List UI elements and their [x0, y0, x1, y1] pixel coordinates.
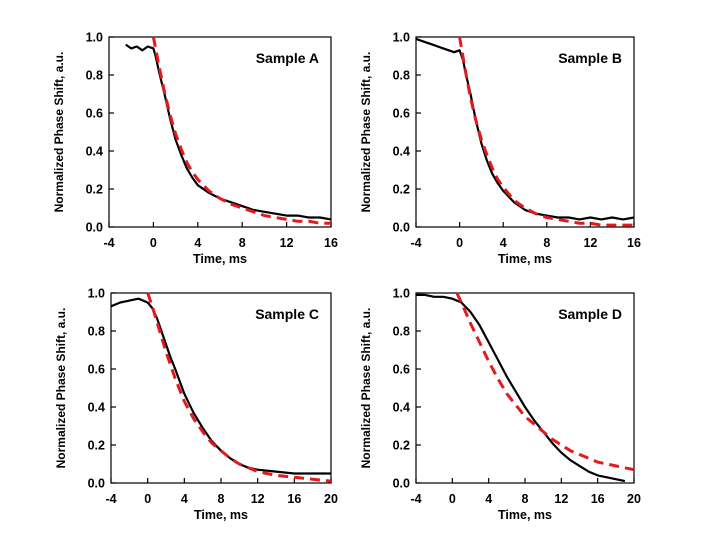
- x-tick-label: 12: [251, 492, 265, 506]
- x-tick-label: 8: [543, 236, 550, 250]
- y-tick-label: 0.4: [393, 145, 410, 159]
- y-tick-label: 0.0: [393, 221, 410, 235]
- y-tick-label: 0.6: [393, 363, 410, 377]
- y-axis-title: Normalized Phase Shift, a.u.: [52, 52, 66, 213]
- x-tick-label: 4: [181, 492, 188, 506]
- x-axis-title: Time, ms: [498, 252, 552, 266]
- x-tick-label: 4: [194, 236, 201, 250]
- y-tick-label: 1.0: [393, 31, 410, 45]
- plot-frame: [415, 36, 635, 228]
- y-tick-label: 0.4: [393, 401, 410, 415]
- fit-curve: [458, 36, 634, 227]
- sample-title: Sample A: [256, 50, 319, 66]
- measured-curve: [110, 297, 331, 475]
- y-tick-label: 0.2: [88, 439, 105, 453]
- x-tick-label: 0: [150, 236, 157, 250]
- y-axis-title: Normalized Phase Shift, a.u.: [359, 52, 373, 213]
- y-tick-label: 0.0: [393, 477, 410, 491]
- panel-1: 0.0 0.2 0.4 0.6 0.8 1.0 -4 0 4 8 12 16 Time, ms Norma…: [52, 31, 338, 267]
- y-tick-label: 0.0: [86, 221, 103, 235]
- x-tick-label: 0: [456, 236, 463, 250]
- y-tick-label: 1.0: [88, 287, 105, 301]
- x-axis-title: Time, ms: [194, 508, 248, 522]
- y-tick-label: 0.8: [86, 69, 103, 83]
- x-axis-title: Time, ms: [498, 508, 552, 522]
- panel-3: 0.0 0.2 0.4 0.6 0.8 1.0 -4 0 4 8 12 16 20 Time, ms Nor…: [54, 287, 338, 523]
- x-tick-label: 12: [583, 236, 597, 250]
- x-tick-label: 8: [218, 492, 225, 506]
- x-tick-label: 16: [627, 236, 641, 250]
- panel-4: 0.0 0.2 0.4 0.6 0.8 1.0 -4 0 4 8 12 16 20 Time, ms Nor…: [359, 287, 641, 523]
- fit-curve: [151, 36, 331, 225]
- measured-curve: [125, 43, 332, 221]
- measured-curve: [415, 37, 635, 221]
- panel-2: 0.0 0.2 0.4 0.6 0.8 1.0 -4 0 4 8 12 16 Time, ms Norma…: [359, 31, 641, 267]
- sample-title: Sample C: [255, 306, 319, 322]
- y-tick-label: 0.2: [86, 183, 103, 197]
- y-tick-label: 0.8: [393, 69, 410, 83]
- x-tick-label: -4: [410, 236, 421, 250]
- x-axis-title: Time, ms: [193, 252, 247, 266]
- y-tick-label: 1.0: [393, 287, 410, 301]
- y-tick-label: 1.0: [86, 31, 103, 45]
- y-tick-label: 0.6: [86, 107, 103, 121]
- x-tick-label: 16: [591, 492, 605, 506]
- x-tick-label: 0: [144, 492, 151, 506]
- fit-curve: [455, 292, 635, 472]
- y-tick-label: 0.6: [88, 363, 105, 377]
- y-axis-title: Normalized Phase Shift, a.u.: [359, 308, 373, 469]
- x-tick-label: 12: [554, 492, 568, 506]
- measured-curve: [416, 293, 626, 483]
- x-tick-label: -4: [410, 492, 421, 506]
- y-tick-label: 0.4: [88, 401, 105, 415]
- y-tick-label: 0.2: [393, 183, 410, 197]
- x-tick-label: 4: [485, 492, 492, 506]
- x-tick-label: -4: [103, 236, 114, 250]
- x-tick-label: 12: [280, 236, 294, 250]
- x-tick-label: 16: [324, 236, 338, 250]
- y-tick-label: 0.2: [393, 439, 410, 453]
- x-tick-label: 4: [500, 236, 507, 250]
- sample-title: Sample B: [558, 50, 622, 66]
- y-tick-label: 0.8: [393, 325, 410, 339]
- x-tick-label: 20: [324, 492, 338, 506]
- sample-title: Sample D: [558, 306, 622, 322]
- fit-curve: [146, 292, 332, 483]
- plot-frame: [415, 292, 635, 484]
- x-tick-label: 8: [522, 492, 529, 506]
- x-tick-label: -4: [105, 492, 116, 506]
- y-tick-label: 0.4: [86, 145, 103, 159]
- x-tick-label: 0: [449, 492, 456, 506]
- x-tick-label: 8: [239, 236, 246, 250]
- y-tick-label: 0.0: [88, 477, 105, 491]
- y-tick-label: 0.8: [88, 325, 105, 339]
- x-tick-label: 20: [627, 492, 641, 506]
- y-tick-label: 0.6: [393, 107, 410, 121]
- plot-frame: [108, 36, 332, 228]
- y-axis-title: Normalized Phase Shift, a.u.: [54, 308, 68, 469]
- x-tick-label: 16: [287, 492, 301, 506]
